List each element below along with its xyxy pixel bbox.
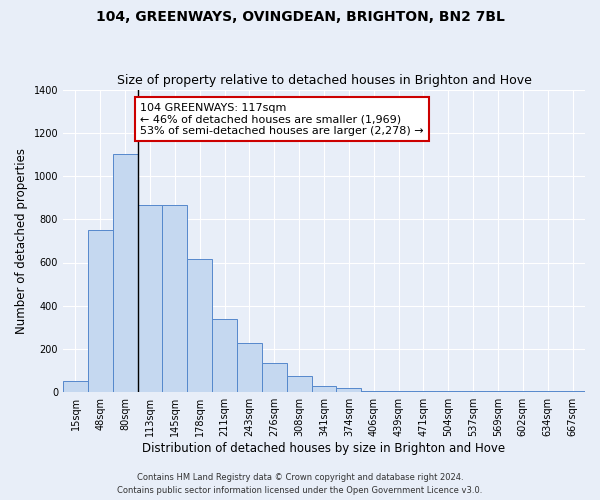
Bar bbox=[311, 386, 337, 392]
Bar bbox=[137, 205, 163, 392]
Text: 104 GREENWAYS: 117sqm
← 46% of detached houses are smaller (1,969)
53% of semi-d: 104 GREENWAYS: 117sqm ← 46% of detached … bbox=[140, 102, 424, 136]
Bar bbox=[386, 391, 411, 392]
Bar bbox=[436, 391, 461, 392]
X-axis label: Distribution of detached houses by size in Brighton and Hove: Distribution of detached houses by size … bbox=[142, 442, 506, 455]
Title: Size of property relative to detached houses in Brighton and Hove: Size of property relative to detached ho… bbox=[116, 74, 532, 87]
Bar bbox=[287, 376, 311, 392]
Y-axis label: Number of detached properties: Number of detached properties bbox=[15, 148, 28, 334]
Bar bbox=[485, 391, 511, 392]
Bar bbox=[88, 230, 113, 392]
Bar bbox=[337, 388, 361, 392]
Bar bbox=[535, 391, 560, 392]
Bar bbox=[237, 343, 262, 392]
Bar bbox=[411, 391, 436, 392]
Bar bbox=[113, 154, 137, 392]
Bar bbox=[262, 363, 287, 392]
Bar bbox=[212, 318, 237, 392]
Text: Contains HM Land Registry data © Crown copyright and database right 2024.
Contai: Contains HM Land Registry data © Crown c… bbox=[118, 474, 482, 495]
Text: 104, GREENWAYS, OVINGDEAN, BRIGHTON, BN2 7BL: 104, GREENWAYS, OVINGDEAN, BRIGHTON, BN2… bbox=[95, 10, 505, 24]
Bar bbox=[461, 391, 485, 392]
Bar bbox=[560, 391, 585, 392]
Bar bbox=[63, 382, 88, 392]
Bar bbox=[187, 260, 212, 392]
Bar bbox=[163, 205, 187, 392]
Bar bbox=[511, 391, 535, 392]
Bar bbox=[361, 391, 386, 392]
